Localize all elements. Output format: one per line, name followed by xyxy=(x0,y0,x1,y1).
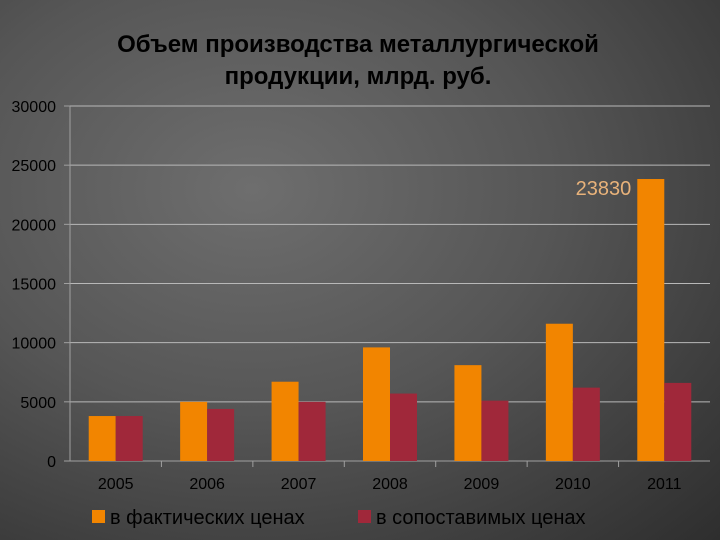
y-tick-label: 15000 xyxy=(12,277,57,294)
y-tick-label: 25000 xyxy=(12,158,57,175)
legend-item: в фактических ценах xyxy=(92,507,305,529)
bar-series-2 xyxy=(115,416,143,461)
x-tick-label: 2007 xyxy=(281,476,317,493)
y-tick-label: 10000 xyxy=(12,336,57,353)
bar-series-2 xyxy=(664,382,692,461)
bar-series-2 xyxy=(298,401,326,461)
y-tick-label: 30000 xyxy=(12,99,57,116)
y-tick-label: 0 xyxy=(47,454,56,471)
bar-series-2 xyxy=(572,387,600,461)
bar-series-2 xyxy=(390,393,417,461)
legend-swatch xyxy=(358,510,371,523)
x-tick-label: 2010 xyxy=(555,476,591,493)
x-tick-label: 2008 xyxy=(372,476,408,493)
bar-series-2 xyxy=(481,400,509,461)
legend-label: в сопоставимых ценах xyxy=(376,507,586,529)
legend-label: в фактических ценах xyxy=(110,507,305,529)
bar-series-1 xyxy=(637,179,665,462)
bar-series-1 xyxy=(271,381,299,461)
bar-series-1 xyxy=(88,416,116,461)
x-tick-label: 2009 xyxy=(464,476,500,493)
x-tick-label: 2011 xyxy=(647,476,682,493)
y-tick-label: 5000 xyxy=(20,395,56,412)
data-label: 23830 xyxy=(576,178,632,200)
x-tick-label: 2005 xyxy=(98,476,134,493)
legend-item: в сопоставимых ценах xyxy=(358,507,586,529)
bar-series-1 xyxy=(363,347,390,461)
x-tick-label: 2006 xyxy=(189,476,225,493)
chart-title-line-1: Объем производства металлургической xyxy=(117,31,599,58)
y-tick-label: 20000 xyxy=(12,217,57,234)
bar-series-1 xyxy=(454,365,482,461)
legend-swatch xyxy=(92,510,105,523)
chart-title-line-2: продукции, млрд. руб. xyxy=(225,63,492,90)
bar-series-2 xyxy=(207,408,235,461)
bar-series-1 xyxy=(180,401,208,461)
bar-series-1 xyxy=(545,323,573,461)
